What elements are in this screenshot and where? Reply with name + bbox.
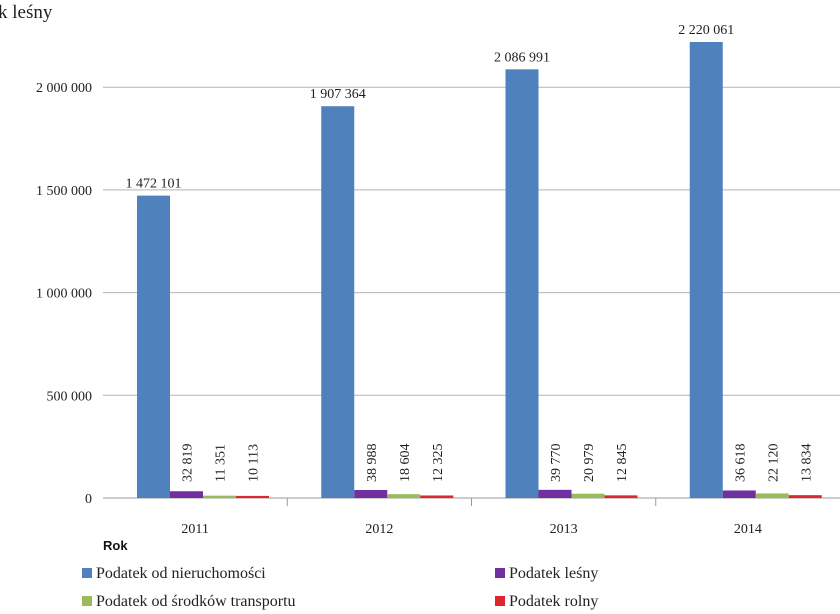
y-tick-label: 1 500 000 (36, 184, 92, 199)
legend-label: Podatek leśny (509, 565, 598, 582)
y-tick-label: 0 (85, 492, 92, 507)
data-label: 12 845 (615, 444, 630, 483)
legend-swatch (495, 568, 505, 578)
bar (321, 106, 355, 498)
legend-label: Podatek od środków transportu (96, 593, 296, 610)
legend-label: Podatek rolny (509, 593, 598, 610)
bar (203, 495, 236, 498)
x-tick-label: 2011 (181, 522, 208, 537)
x-axis-ticks: 2011 2012 2013 2014 (181, 498, 762, 537)
bars (137, 42, 822, 498)
x-tick-label: 2014 (734, 522, 762, 537)
data-label: 32 819 (181, 444, 196, 483)
y-tick-label: 500 000 (47, 389, 93, 404)
y-tick-label: 2 000 000 (36, 81, 92, 96)
bar (571, 493, 605, 498)
data-label: 1 907 364 (310, 87, 366, 102)
legend: Podatek od nieruchomości Podatek leśny Pod… (82, 565, 598, 610)
y-axis-ticks: 0 500 000 1 000 000 1 500 000 2 000 000 (36, 81, 92, 507)
legend-swatch (82, 568, 92, 578)
data-label: 22 120 (766, 444, 781, 483)
chart-title: k leśny (0, 2, 53, 23)
data-label: 13 834 (799, 444, 814, 483)
bar (137, 195, 170, 498)
y-tick-label: 1 000 000 (36, 287, 92, 302)
bar (604, 495, 638, 498)
bar (170, 491, 203, 498)
bar (236, 495, 269, 498)
legend-label: Podatek od nieruchomości (96, 565, 266, 582)
data-label: 2 086 991 (494, 50, 550, 65)
data-label: 2 220 061 (678, 23, 734, 38)
bar (755, 493, 789, 498)
x-tick-label: 2012 (365, 522, 393, 537)
gridlines (103, 86, 840, 499)
data-label: 38 988 (365, 444, 380, 483)
data-label: 39 770 (549, 444, 564, 483)
legend-swatch (495, 596, 505, 606)
data-label: 1 472 101 (126, 177, 182, 192)
data-label: 11 351 (214, 444, 229, 482)
bar (420, 495, 454, 498)
bar (387, 494, 421, 498)
bar (788, 495, 822, 498)
x-tick-label: 2013 (550, 522, 578, 537)
data-label: 10 113 (247, 444, 262, 482)
bar (722, 490, 756, 498)
bar (354, 489, 388, 498)
data-label: 18 604 (398, 444, 413, 483)
bar (505, 69, 539, 498)
bar (538, 489, 572, 498)
data-labels: 1 472 101 32 819 11 351 10 113 1 907 364 38 9… (126, 23, 815, 482)
data-label: 20 979 (582, 444, 597, 483)
data-label: 12 325 (431, 444, 446, 483)
x-axis-title: Rok (103, 538, 128, 553)
legend-swatch (82, 596, 92, 606)
data-label: 36 618 (733, 444, 748, 483)
bar (689, 42, 723, 498)
